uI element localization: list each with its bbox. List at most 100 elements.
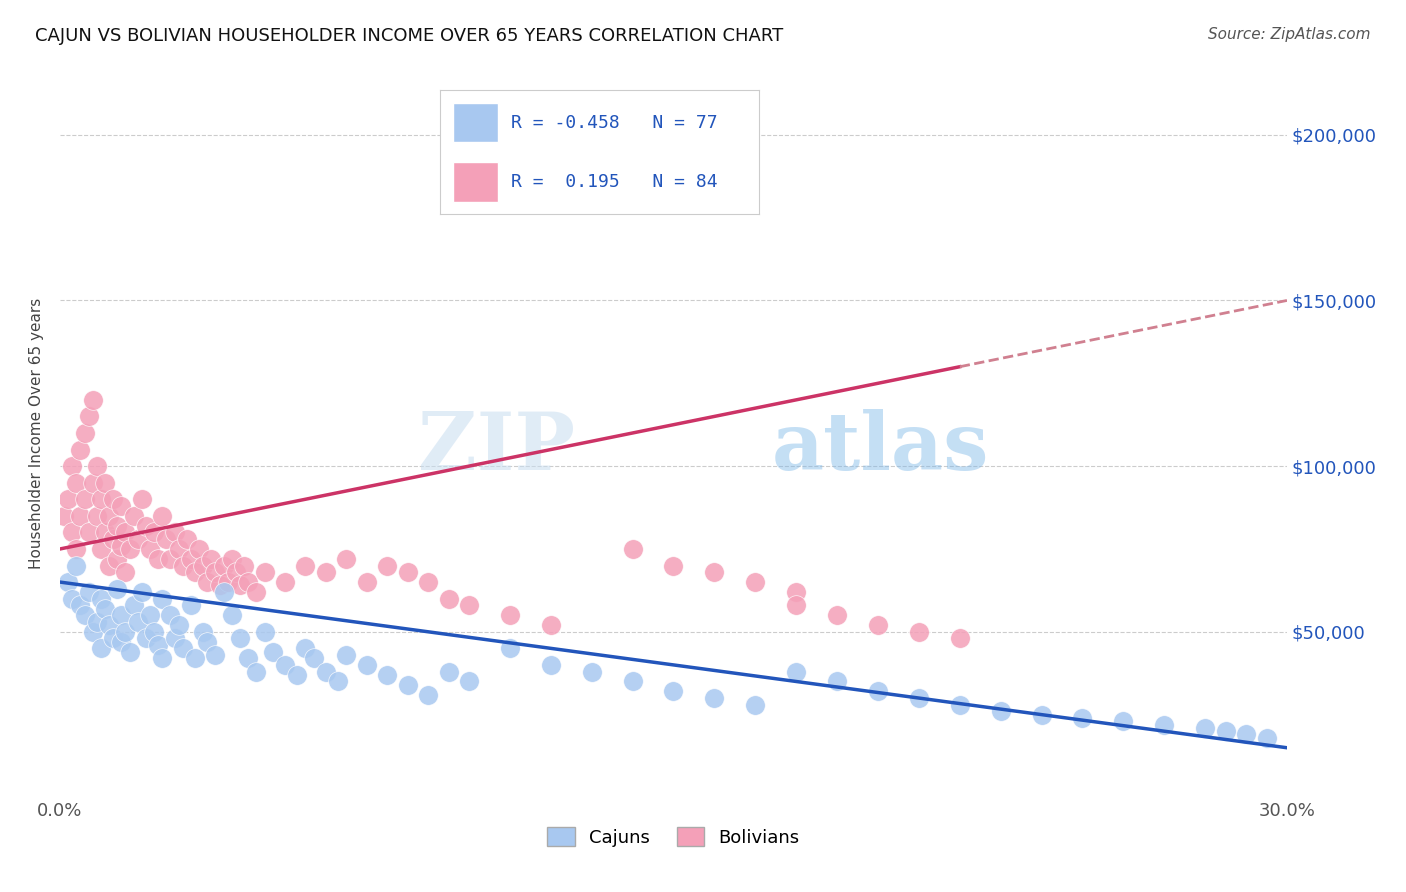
Point [396, 565, 419, 579]
Point [1194, 721, 1216, 735]
Point [69, 442, 91, 457]
Point [245, 585, 267, 599]
Point [621, 674, 644, 689]
Point [163, 632, 186, 646]
Point [908, 624, 931, 639]
Y-axis label: Householder Income Over 65 years: Householder Income Over 65 years [30, 297, 44, 568]
Point [662, 558, 685, 573]
Point [949, 632, 972, 646]
Point [825, 608, 848, 623]
Point [65, 558, 87, 573]
Point [662, 684, 685, 698]
Point [86, 615, 108, 629]
Point [167, 618, 190, 632]
Point [195, 575, 218, 590]
Point [238, 575, 260, 590]
Point [499, 641, 522, 656]
Point [204, 648, 226, 662]
Point [1112, 714, 1135, 729]
Point [103, 532, 125, 546]
Point [86, 508, 108, 523]
Point [335, 552, 357, 566]
Point [225, 565, 247, 579]
Point [105, 518, 128, 533]
Point [114, 624, 136, 639]
Point [703, 565, 725, 579]
Point [105, 552, 128, 566]
Point [143, 624, 166, 639]
Point [172, 558, 194, 573]
Point [217, 575, 239, 590]
Point [105, 582, 128, 596]
Point [1071, 711, 1094, 725]
Point [82, 475, 104, 490]
Legend: Cajuns, Bolivians: Cajuns, Bolivians [540, 821, 807, 854]
Point [110, 499, 132, 513]
Point [94, 475, 117, 490]
Point [98, 558, 121, 573]
Point [77, 585, 100, 599]
Point [159, 608, 181, 623]
Point [221, 608, 243, 623]
Point [326, 674, 349, 689]
Point [65, 541, 87, 556]
Point [375, 558, 398, 573]
Point [98, 508, 121, 523]
Point [82, 624, 104, 639]
Point [103, 492, 125, 507]
Point [245, 665, 267, 679]
Point [785, 665, 807, 679]
Point [416, 575, 439, 590]
Point [458, 674, 481, 689]
Text: ZIP: ZIP [419, 409, 575, 486]
Point [274, 575, 297, 590]
Point [294, 641, 316, 656]
Point [785, 585, 807, 599]
Point [60, 525, 83, 540]
Point [58, 575, 80, 590]
Point [94, 601, 117, 615]
Point [703, 691, 725, 706]
Point [114, 525, 136, 540]
Point [1215, 724, 1237, 739]
Point [139, 608, 162, 623]
Point [908, 691, 931, 706]
Point [73, 608, 96, 623]
Point [127, 532, 149, 546]
Point [176, 532, 198, 546]
Point [139, 541, 162, 556]
Point [148, 552, 170, 566]
Point [212, 585, 235, 599]
Point [208, 578, 231, 592]
Point [172, 641, 194, 656]
Point [335, 648, 357, 662]
Point [253, 565, 276, 579]
Point [188, 541, 211, 556]
Point [1256, 731, 1278, 745]
Point [155, 532, 177, 546]
Point [866, 684, 889, 698]
Point [90, 492, 112, 507]
Point [86, 459, 108, 474]
Point [437, 665, 460, 679]
Point [990, 704, 1012, 718]
Point [77, 409, 100, 424]
Point [253, 624, 276, 639]
Point [150, 508, 173, 523]
Point [180, 599, 202, 613]
Point [262, 645, 284, 659]
Point [122, 508, 145, 523]
Point [785, 599, 807, 613]
Text: Source: ZipAtlas.com: Source: ZipAtlas.com [1208, 27, 1371, 42]
Point [540, 657, 562, 672]
Point [90, 641, 112, 656]
Point [294, 558, 316, 573]
Point [195, 634, 218, 648]
Point [60, 459, 83, 474]
Point [60, 591, 83, 606]
Point [184, 651, 207, 665]
Point [94, 525, 117, 540]
Point [103, 632, 125, 646]
Point [135, 518, 157, 533]
Point [69, 599, 91, 613]
